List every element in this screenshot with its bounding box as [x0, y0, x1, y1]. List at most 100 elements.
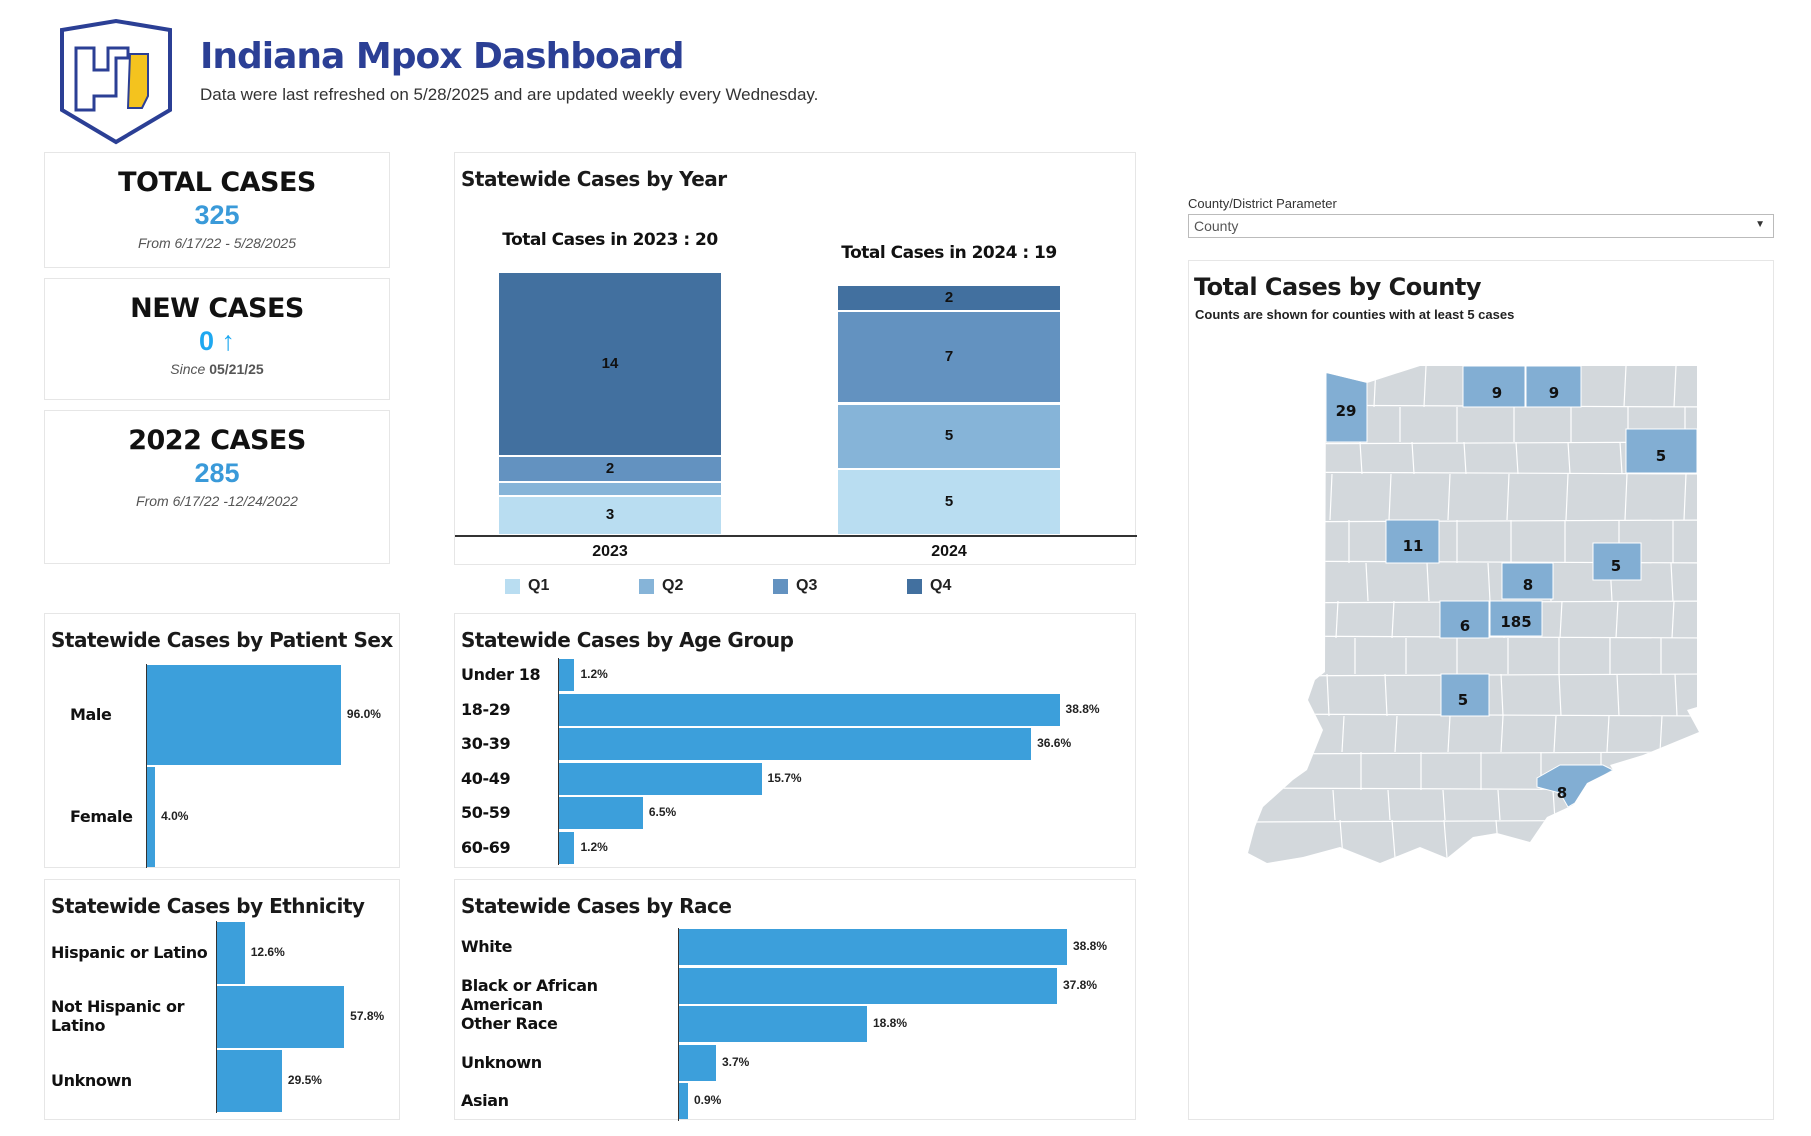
cases-by-race-chart: Statewide Cases by Race White 38.8% Black … — [454, 879, 1136, 1121]
kpi-heading: TOTAL CASES — [118, 167, 316, 198]
county-border — [1606, 715, 1610, 753]
county-count-label: 6 — [1460, 617, 1470, 635]
county-border — [1359, 441, 1363, 475]
county-count-label: 8 — [1523, 576, 1533, 594]
county-count-label: 5 — [1611, 557, 1621, 575]
bar — [559, 797, 643, 830]
legend-label: Q1 — [528, 577, 550, 594]
legend-item: Q4 — [907, 577, 1041, 595]
county-border — [1553, 715, 1557, 753]
county-highlight[interactable] — [1625, 428, 1698, 474]
page-title: Indiana Mpox Dashboard — [200, 36, 685, 77]
county-border — [1423, 366, 1427, 408]
county-border — [1391, 600, 1395, 639]
bar — [679, 1083, 688, 1120]
county-count-label: 11 — [1403, 537, 1424, 555]
county-highlight[interactable] — [1385, 519, 1440, 564]
chart-title: Statewide Cases by Race — [461, 894, 732, 918]
county-highlight[interactable] — [1439, 600, 1490, 639]
county-border — [1323, 366, 1327, 408]
county-border — [1248, 751, 1699, 755]
county-highlight[interactable] — [1489, 600, 1543, 637]
legend-swatch — [907, 578, 922, 594]
category-label: 30-39 — [461, 734, 511, 754]
county-border — [1558, 673, 1562, 717]
category-label: 18-29 — [461, 699, 511, 719]
category-label: 50-59 — [461, 803, 511, 823]
county-border — [1506, 473, 1510, 521]
category-label: Asian — [461, 1091, 509, 1111]
kpi-2022-cases: 2022 CASES 285 From 6/17/22 -12/24/2022 — [44, 410, 390, 564]
map-subtitle: Counts are shown for counties with at le… — [1195, 307, 1515, 322]
legend-label: Q3 — [796, 577, 818, 594]
data-label: 96.0% — [346, 707, 381, 721]
legend-label: Q4 — [930, 577, 952, 594]
cases-by-age-chart: Statewide Cases by Age Group Under 18 1.2… — [454, 613, 1136, 868]
data-label: 4.0% — [161, 809, 189, 823]
county-border — [1500, 673, 1504, 717]
dropdown-arrow-icon: ▼ — [1755, 219, 1765, 230]
kpi-note-date: 05/21/25 — [209, 361, 264, 377]
bar — [679, 1006, 867, 1043]
county-border — [1387, 789, 1391, 821]
indiana-health-logo — [60, 18, 172, 145]
bar — [217, 922, 245, 984]
data-label: 12.6% — [250, 945, 285, 959]
y-axis — [146, 664, 147, 868]
category-label: Black or African American — [461, 975, 598, 1014]
county-border — [1674, 673, 1678, 717]
segment-label: 2 — [605, 460, 615, 478]
county-highlight[interactable] — [1525, 366, 1582, 408]
segment-label: 5 — [944, 493, 954, 511]
data-label: 18.8% — [873, 1016, 908, 1031]
county-count-label: 29 — [1336, 402, 1357, 420]
x-axis — [455, 535, 1137, 537]
legend-swatch — [505, 578, 520, 594]
county-border — [1442, 789, 1446, 821]
county-border — [1671, 600, 1675, 639]
county-highlight[interactable] — [1462, 366, 1526, 408]
bar — [217, 986, 345, 1048]
stacked-bar-segment: 2 — [838, 286, 1060, 311]
county-count-label: 5 — [1458, 691, 1468, 709]
data-label: 3.7% — [722, 1054, 750, 1069]
bar — [559, 728, 1032, 761]
kpi-value: 285 — [194, 458, 240, 488]
stacked-bar-segment: 7 — [838, 312, 1060, 403]
county-highlight[interactable] — [1501, 562, 1554, 600]
county-count-label: 5 — [1656, 447, 1666, 465]
kpi-note: From 6/17/22 -12/24/2022 — [136, 493, 298, 509]
county-border — [1332, 789, 1336, 821]
category-label: Hispanic or Latino — [51, 943, 208, 962]
county-border — [1515, 441, 1519, 475]
chart-legend: Q1 Q2 Q3 Q4 — [505, 577, 1041, 595]
county-border — [1394, 715, 1398, 753]
bar — [559, 693, 1060, 726]
data-label: 36.6% — [1037, 736, 1072, 751]
year-total-label: Total Cases in 2023 : 20 — [502, 230, 718, 250]
category-label: Other Race — [461, 1014, 558, 1034]
county-highlight[interactable] — [1325, 372, 1368, 443]
data-label: 57.8% — [350, 1009, 385, 1023]
x-tick-label: 2024 — [931, 543, 967, 560]
kpi-value: 325 — [194, 200, 240, 230]
county-border — [1623, 366, 1627, 408]
county-border — [1326, 673, 1330, 717]
legend-swatch — [639, 578, 654, 594]
county-border — [1559, 600, 1563, 639]
kpi-heading: NEW CASES — [130, 293, 304, 324]
kpi-note-prefix: Since — [170, 361, 206, 377]
bar — [679, 967, 1057, 1004]
segment-label: 2 — [944, 289, 954, 307]
cases-by-ethnicity-chart: Statewide Cases by Ethnicity Hispanic or… — [44, 879, 400, 1120]
county-highlight[interactable] — [1592, 542, 1642, 581]
legend-item: Q1 — [505, 577, 639, 595]
bar — [217, 1050, 282, 1112]
county-highlight[interactable] — [1440, 673, 1490, 717]
county-district-dropdown[interactable]: County ▼ — [1188, 214, 1774, 238]
data-label: 38.8% — [1065, 701, 1100, 716]
county-border — [1447, 715, 1451, 753]
segment-label: 3 — [605, 506, 615, 524]
stacked-bar-segment — [499, 483, 721, 495]
